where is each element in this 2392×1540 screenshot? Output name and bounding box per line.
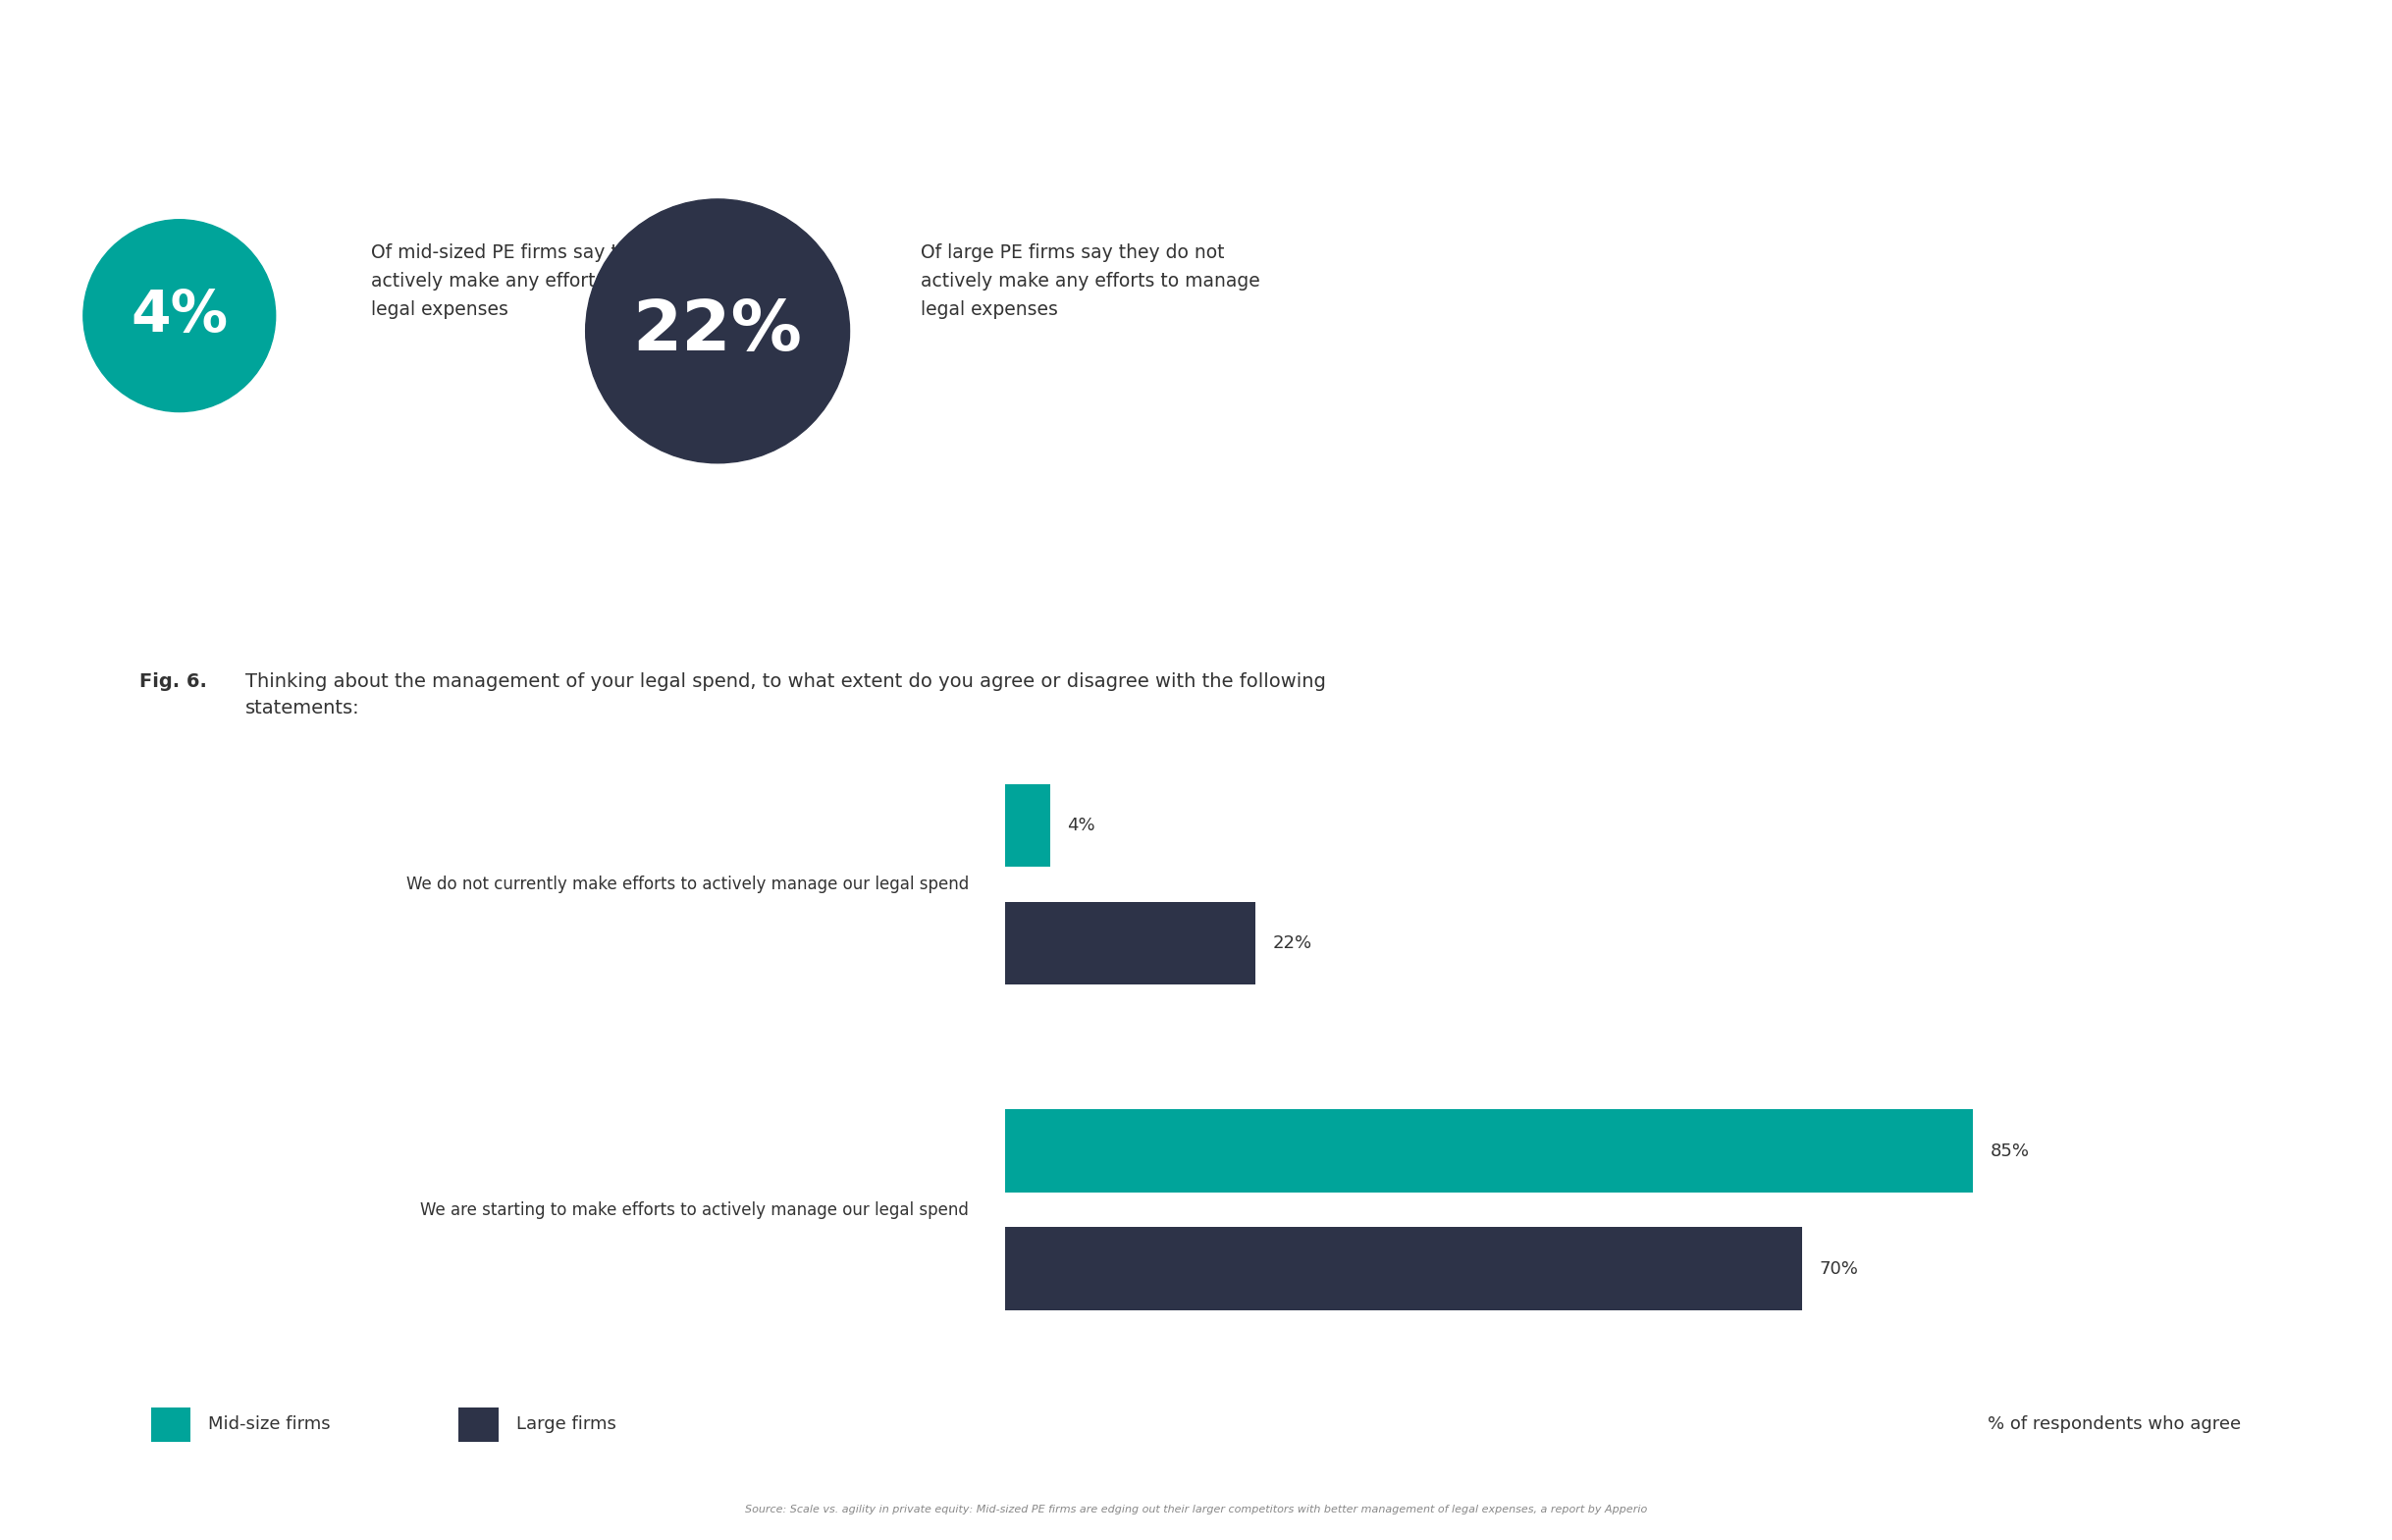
Text: 4%: 4%: [132, 288, 227, 343]
Text: 22%: 22%: [634, 297, 801, 365]
Text: Of mid-sized PE firms say they do not
actively make any efforts to manage
legal : Of mid-sized PE firms say they do not ac…: [371, 243, 715, 319]
Text: Mid-size firms: Mid-size firms: [208, 1415, 330, 1434]
Circle shape: [586, 199, 849, 464]
Text: 70%: 70%: [1818, 1260, 1859, 1278]
Bar: [151, 1408, 191, 1441]
Text: 85%: 85%: [1990, 1143, 2028, 1160]
Text: Of large PE firms say they do not
actively make any efforts to manage
legal expe: Of large PE firms say they do not active…: [921, 243, 1261, 319]
Bar: [1005, 1109, 1973, 1192]
Bar: [1005, 902, 1256, 986]
Bar: [459, 1408, 498, 1441]
Text: We are starting to make efforts to actively manage our legal spend: We are starting to make efforts to activ…: [421, 1201, 969, 1218]
Bar: [1005, 1227, 1801, 1311]
Circle shape: [84, 220, 275, 411]
Text: Large firms: Large firms: [517, 1415, 617, 1434]
Text: 4%: 4%: [1067, 816, 1096, 835]
Text: Thinking about the management of your legal spend, to what extent do you agree o: Thinking about the management of your le…: [244, 671, 1325, 718]
Text: Fig. 6.: Fig. 6.: [139, 671, 206, 691]
Text: We do not currently make efforts to actively manage our legal spend: We do not currently make efforts to acti…: [407, 876, 969, 893]
Text: 22%: 22%: [1273, 935, 1311, 952]
Text: Source: Scale vs. agility in private equity: Mid-sized PE firms are edging out t: Source: Scale vs. agility in private equ…: [744, 1505, 1648, 1514]
Text: % of respondents who agree: % of respondents who agree: [1988, 1415, 2241, 1434]
Bar: [1005, 784, 1050, 867]
